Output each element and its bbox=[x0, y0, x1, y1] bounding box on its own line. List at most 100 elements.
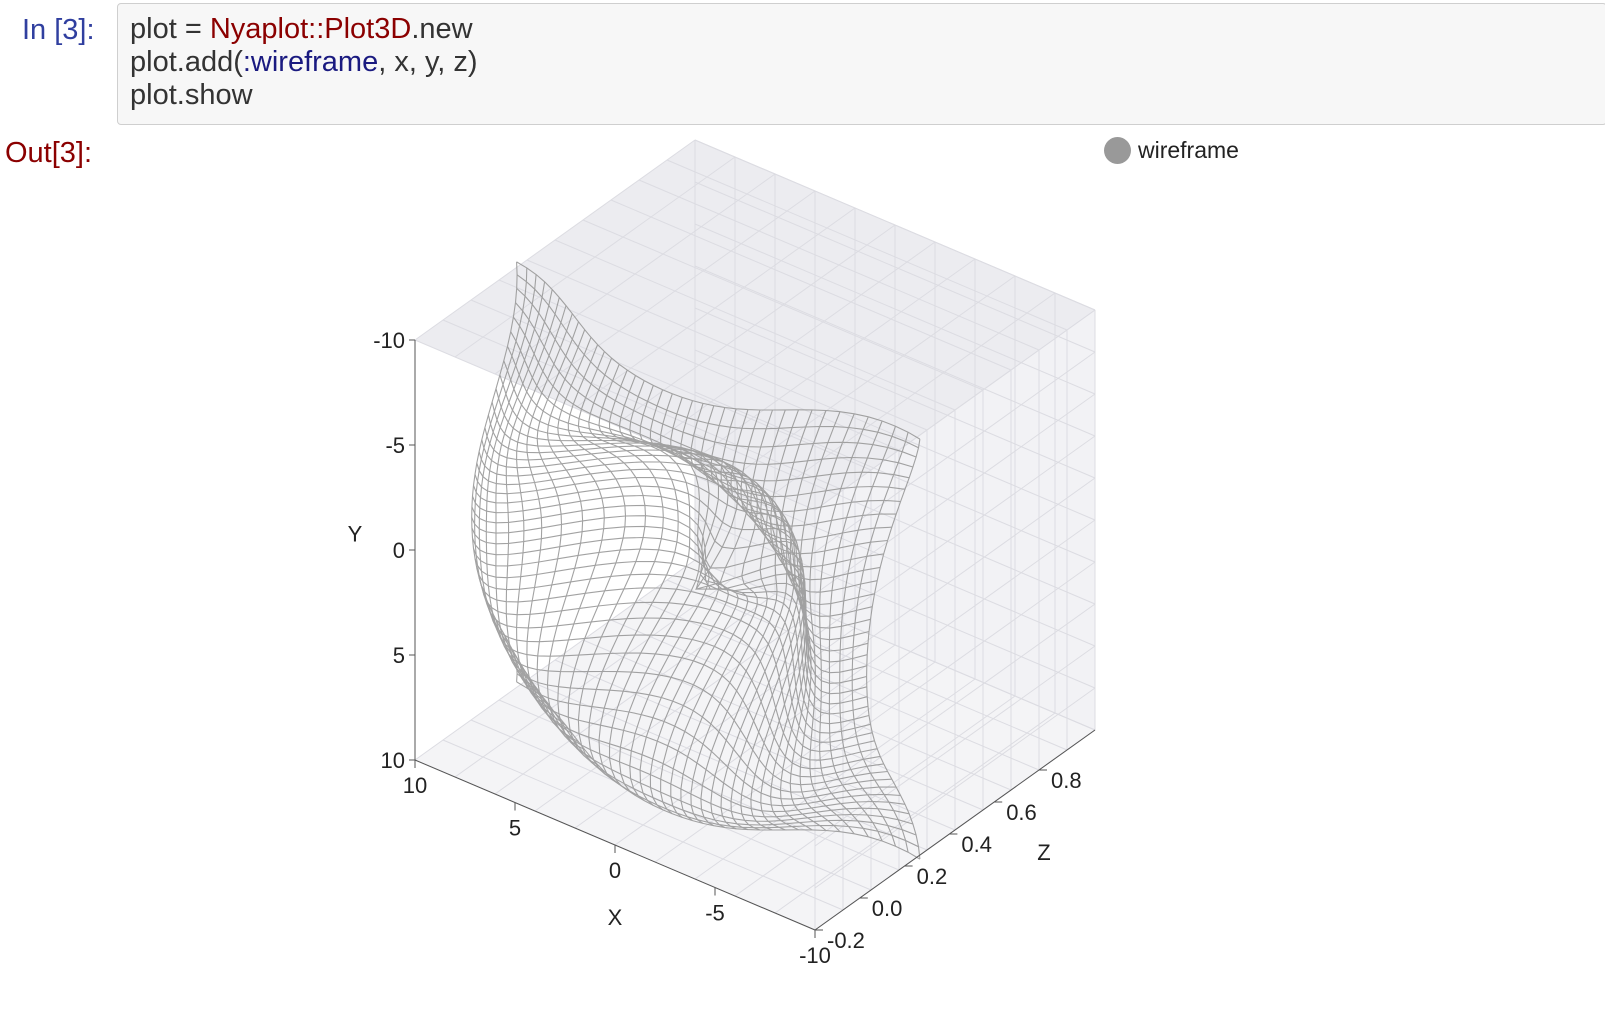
z-tick-label: -0.2 bbox=[827, 928, 865, 953]
code-token: plot.add( bbox=[130, 46, 243, 78]
wireframe-line bbox=[516, 681, 921, 860]
grid-line bbox=[814, 687, 1096, 889]
grid-line bbox=[694, 349, 1096, 521]
wireframe-line bbox=[471, 515, 867, 684]
x-tick-label: -5 bbox=[705, 901, 725, 926]
z-tick-label: 0.4 bbox=[961, 832, 992, 857]
wireframe-line bbox=[491, 611, 884, 778]
grid-line bbox=[734, 275, 1016, 477]
grid-line bbox=[582, 639, 984, 811]
wireframe-line bbox=[495, 619, 888, 786]
x-tick-label: -10 bbox=[799, 943, 831, 968]
wireframe-line bbox=[828, 420, 883, 842]
code-token: plot = bbox=[130, 13, 210, 45]
grid-line bbox=[582, 219, 984, 391]
z-tick-label: 0.6 bbox=[1006, 800, 1037, 825]
code-token: :wireframe bbox=[242, 46, 379, 78]
wireframe-line bbox=[789, 410, 827, 831]
grid-line bbox=[694, 517, 1096, 689]
grid-line bbox=[694, 258, 976, 460]
wireframe-line bbox=[478, 577, 873, 743]
grid-line bbox=[774, 712, 1056, 914]
grid-line bbox=[694, 678, 976, 880]
z-tick-label: 0.0 bbox=[872, 896, 903, 921]
y-tick-label: 0 bbox=[393, 538, 405, 563]
wireframe-line bbox=[471, 525, 867, 695]
code-token: plot.show bbox=[130, 79, 253, 111]
code-line: plot.show bbox=[130, 79, 1605, 112]
wireframe-line bbox=[476, 567, 871, 734]
wireframe-line bbox=[760, 409, 807, 831]
y-tick-label: 5 bbox=[393, 643, 405, 668]
grid-line bbox=[814, 309, 1096, 511]
wireframe-line bbox=[499, 626, 892, 793]
wireframe-line bbox=[512, 652, 910, 818]
y-tick-label: -5 bbox=[385, 433, 405, 458]
grid-line bbox=[638, 179, 1040, 351]
code-token: :: bbox=[308, 13, 325, 45]
wireframe-line bbox=[700, 405, 778, 827]
wireframe-line bbox=[866, 439, 921, 860]
legend-label: wireframe bbox=[1138, 137, 1239, 163]
z-tick-label: 0.8 bbox=[1051, 768, 1082, 793]
grid-line bbox=[694, 559, 1096, 731]
x-tick-label: 10 bbox=[403, 773, 427, 798]
z-axis-title: Z bbox=[1037, 840, 1050, 865]
code-lines: plot = Nyaplot::Plot3D.new plot.add(:wire… bbox=[130, 13, 1605, 112]
x-tick-label: 0 bbox=[609, 858, 621, 883]
wireframe-line bbox=[720, 408, 796, 830]
grid-line bbox=[814, 561, 1096, 763]
wireframe-line bbox=[809, 413, 855, 835]
wireframe-line bbox=[474, 558, 870, 725]
plot-legend: wireframe bbox=[1104, 137, 1239, 164]
wireframe-line bbox=[779, 409, 813, 831]
code-line: plot = Nyaplot::Plot3D.new bbox=[130, 13, 1605, 46]
z-tick-label: 0.2 bbox=[917, 864, 948, 889]
code-line: plot.add(:wireframe, x, y, z) bbox=[130, 46, 1605, 79]
grid-line bbox=[814, 603, 1096, 805]
wireframe-line bbox=[515, 659, 914, 825]
wireframe-line bbox=[750, 409, 806, 831]
wireframe-surface bbox=[471, 261, 921, 860]
wireframe-line bbox=[471, 536, 868, 705]
code-token: .new bbox=[411, 13, 473, 45]
z-axis-line bbox=[814, 729, 1096, 931]
wireframe-line bbox=[510, 646, 906, 813]
grid-line bbox=[814, 645, 1096, 847]
legend-marker bbox=[1104, 137, 1131, 164]
grid-line bbox=[638, 599, 1040, 771]
grid-line bbox=[610, 199, 1012, 371]
grid-line bbox=[666, 159, 1068, 331]
grid-line bbox=[734, 695, 1016, 897]
x-axis-title: X bbox=[608, 905, 623, 930]
wireframe-line bbox=[516, 665, 917, 836]
grid-line bbox=[610, 619, 1012, 791]
grid-line bbox=[554, 239, 956, 411]
y-tick-label: 10 bbox=[381, 748, 405, 773]
code-token: , x, y, z) bbox=[378, 46, 478, 78]
wireframe-line bbox=[839, 426, 897, 847]
wireframe-line bbox=[487, 603, 881, 770]
y-tick-label: -10 bbox=[373, 328, 405, 353]
wireframe-line bbox=[819, 416, 869, 838]
wireframe-line bbox=[690, 403, 768, 824]
y-axis-title: Y bbox=[348, 522, 363, 547]
grid-line bbox=[694, 391, 1096, 563]
wireframe-line bbox=[516, 673, 919, 848]
grid-line bbox=[694, 139, 1096, 311]
wireframe-line bbox=[484, 595, 878, 761]
code-token: Plot3D bbox=[324, 13, 412, 45]
code-cell[interactable]: plot = Nyaplot::Plot3D.new plot.add(:wire… bbox=[117, 3, 1605, 125]
x-tick-label: 5 bbox=[509, 816, 521, 841]
input-prompt: In [3]: bbox=[22, 14, 95, 46]
wireframe-line bbox=[680, 400, 758, 822]
output-prompt: Out[3]: bbox=[5, 137, 93, 169]
code-token: Nyaplot bbox=[209, 13, 309, 45]
grid-line bbox=[654, 661, 936, 863]
wireframe-line bbox=[851, 432, 909, 853]
wireframe-line bbox=[481, 586, 875, 753]
wireframe-line bbox=[740, 409, 805, 831]
wireframe-line bbox=[799, 411, 841, 833]
wireframe-line bbox=[710, 407, 788, 828]
